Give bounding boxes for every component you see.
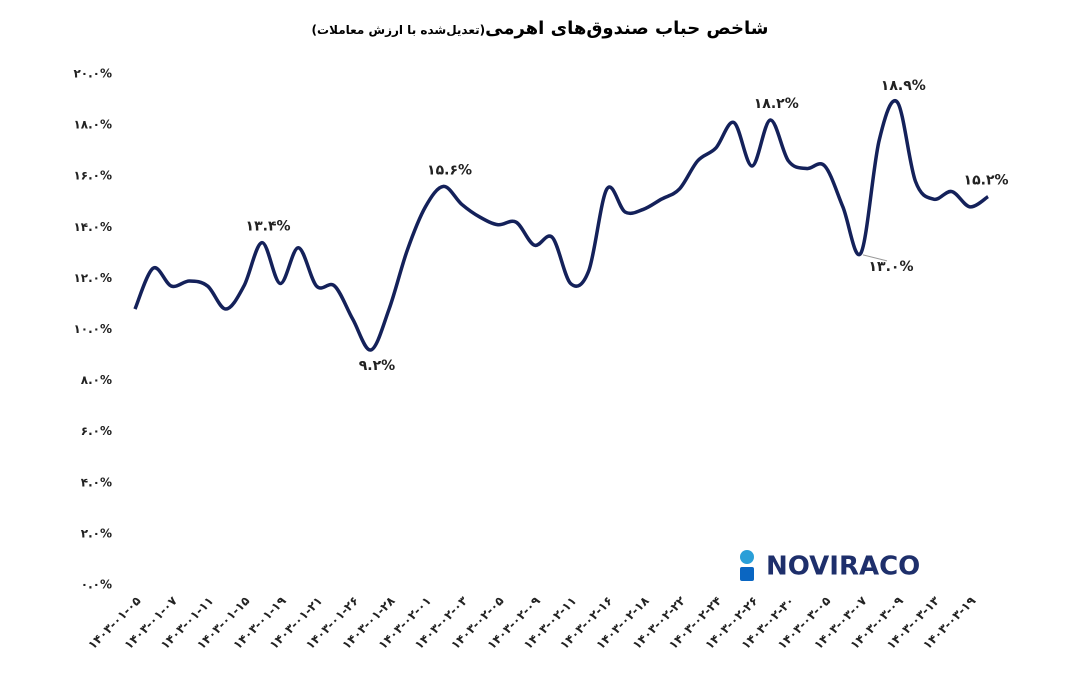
data-label: ۱۸.۲% [754, 96, 799, 112]
y-tick-label: ۴.۰% [81, 475, 112, 489]
chart-title-block: شاخص حباب صندوق‌های اهرمی(تعدیل‌شده با ا… [0, 18, 1080, 39]
y-tick-label: ۲.۰% [81, 526, 112, 540]
y-tick-label: ۱۶.۰% [73, 169, 112, 183]
data-label: ۱۵.۲% [964, 173, 1009, 189]
logo-icon [740, 567, 754, 581]
data-label: ۱۳.۴% [246, 219, 291, 235]
logo-text: NOVIRACO [766, 552, 920, 582]
data-label: ۹.۲% [359, 358, 395, 374]
y-tick-label: ۱۰.۰% [73, 322, 112, 336]
chart-subtitle: (تعدیل‌شده با ارزش معاملات) [311, 23, 486, 37]
y-tick-label: ۱۴.۰% [73, 220, 112, 234]
y-tick-label: ۰.۰% [81, 578, 112, 592]
y-tick-label: ۱۲.۰% [73, 271, 112, 285]
y-tick-label: ۸.۰% [81, 373, 112, 387]
y-tick-label: ۱۸.۰% [73, 118, 112, 132]
logo: NOVIRACO [740, 550, 920, 582]
data-label: ۱۸.۹% [881, 78, 926, 94]
y-tick-label: ۲۰.۰% [73, 67, 112, 81]
logo-icon [740, 550, 754, 564]
data-label: ۱۵.۶% [427, 162, 472, 178]
chart-title: شاخص حباب صندوق‌های اهرمی [485, 18, 769, 39]
data-label: ۱۳.۰% [869, 259, 914, 275]
data-line [133, 99, 990, 352]
leader-line [862, 254, 888, 262]
y-tick-label: ۶.۰% [81, 424, 112, 438]
